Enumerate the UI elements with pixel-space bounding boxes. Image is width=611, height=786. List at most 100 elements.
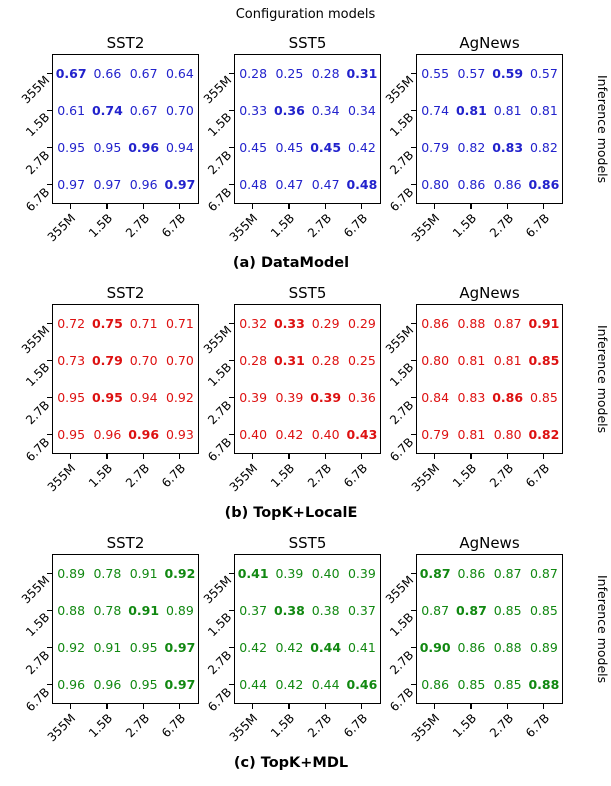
col-tick-label: 1.5B	[85, 711, 116, 741]
tick-mark	[411, 72, 416, 74]
matrix-cell: 0.92	[165, 390, 194, 405]
matrix-cell: 0.86	[528, 177, 560, 192]
panel: SST5 355M 1.5B 2.7B 6.7B 0.32 0.33 0.29 0.29 0.28…	[200, 282, 382, 502]
panel-body: 355M 1.5B 2.7B 6.7B 0.32 0.33 0.29 0.29 0.28 0.31…	[200, 304, 382, 465]
row-tick-labels: 355M 1.5B 2.7B 6.7B	[200, 304, 234, 465]
col-tick-labels: 355M 1.5B 2.7B 6.7B	[409, 454, 563, 502]
col-tick-slot: 2.7B	[487, 204, 527, 252]
matrix-cell: 0.44	[239, 677, 268, 692]
matrix-cell: 0.36	[347, 390, 376, 405]
tick-mark	[70, 454, 72, 459]
matrix-cell: 0.97	[164, 677, 196, 692]
matrix-cell: 0.28	[311, 66, 340, 81]
row-tick-labels: 355M 1.5B 2.7B 6.7B	[382, 304, 416, 465]
tick-mark	[252, 704, 254, 709]
tick-mark	[70, 204, 72, 209]
tick-mark	[411, 322, 416, 324]
col-tick-label: 1.5B	[85, 461, 116, 491]
right-axis-label: Inference models	[595, 324, 610, 434]
col-tick-slot: 6.7B	[341, 454, 381, 502]
matrix-cell: 0.85	[529, 603, 558, 618]
row-tick-labels: 355M 1.5B 2.7B 6.7B	[18, 54, 52, 215]
tick-mark	[229, 572, 234, 574]
tick-mark	[288, 204, 290, 209]
matrix-cell: 0.86	[421, 677, 450, 692]
panel-title: SST5	[288, 284, 327, 302]
col-tick-slot: 1.5B	[86, 204, 126, 252]
tick-mark	[47, 183, 52, 185]
col-tick-slot: 1.5B	[267, 204, 308, 252]
matrix-cell: 0.96	[93, 427, 122, 442]
matrix-cell: 0.42	[239, 640, 268, 655]
matrix-cell: 0.37	[347, 603, 376, 618]
matrix-cell: 0.29	[347, 316, 376, 331]
matrix-cell: 0.44	[311, 677, 340, 692]
matrix: 0.89 0.78 0.91 0.92 0.88 0.78 0.91 0.89 0.92 0.91…	[47, 554, 199, 709]
col-tick-label: 2.7B	[486, 461, 516, 491]
matrix-cell: 0.89	[57, 566, 86, 581]
matrix-cell: 0.32	[239, 316, 268, 331]
col-tick-label: 1.5B	[267, 711, 298, 741]
right-axis-label: Inference models	[595, 74, 610, 184]
col-tick-slot: 355M	[45, 454, 89, 502]
col-tick-labels: 355M 1.5B 2.7B 6.7B	[45, 704, 199, 752]
col-tick-label: 1.5B	[267, 211, 298, 241]
tick-mark	[506, 454, 508, 459]
matrix-cell: 0.84	[421, 390, 450, 405]
panel-body: 355M 1.5B 2.7B 6.7B 0.67 0.66 0.67 0.64 0.61 0.74…	[18, 54, 200, 215]
panel: SST5 355M 1.5B 2.7B 6.7B 0.28 0.25 0.28 0.31 0.33…	[200, 32, 382, 252]
col-tick-label: 6.7B	[341, 211, 371, 241]
matrix: 0.28 0.25 0.28 0.31 0.33 0.36 0.34 0.34 0.45 0.45…	[229, 54, 381, 209]
tick-mark	[411, 359, 416, 361]
tick-mark	[506, 704, 508, 709]
matrix-cell: 0.29	[311, 316, 340, 331]
col-tick-slot: 355M	[45, 204, 89, 252]
panel-body: 355M 1.5B 2.7B 6.7B 0.72 0.75 0.71 0.71 0.73 0.79…	[18, 304, 200, 464]
col-tick-label: 355M	[227, 211, 261, 245]
matrix-cell: 0.37	[239, 603, 268, 618]
method-group: SST2 355M 1.5B 2.7B 6.7B 0.67 0.66 0.67 0.64 0.61…	[0, 32, 611, 276]
matrix-cell: 0.82	[457, 140, 486, 155]
tick-mark	[360, 454, 363, 459]
col-tick-label: 6.7B	[159, 461, 189, 491]
matrix: 0.67 0.66 0.67 0.64 0.61 0.74 0.67 0.70 0.95 0.95…	[47, 54, 199, 209]
matrix-cell: 0.86	[493, 177, 522, 192]
tick-mark	[360, 204, 363, 209]
col-tick-slot: 355M	[45, 704, 89, 752]
matrix-cell: 0.88	[457, 316, 486, 331]
matrix-cell: 0.93	[165, 427, 194, 442]
col-tick-slot: 6.7B	[159, 204, 199, 252]
matrix-cell: 0.48	[346, 177, 378, 192]
col-tick-slot: 1.5B	[450, 704, 490, 752]
matrix-cell: 0.85	[457, 677, 486, 692]
matrix-cell: 0.78	[93, 566, 122, 581]
matrix-cell: 0.95	[129, 677, 158, 692]
matrix-cell: 0.97	[93, 177, 122, 192]
tick-mark	[434, 704, 436, 709]
matrix-cell: 0.47	[311, 177, 340, 192]
tick-mark	[229, 609, 234, 611]
matrix-cell: 0.59	[492, 66, 524, 81]
matrix-cell: 0.42	[275, 427, 304, 442]
matrix-cell: 0.94	[165, 140, 194, 155]
matrix-cell: 0.78	[93, 603, 122, 618]
matrix-cell: 0.86	[421, 316, 450, 331]
matrix-cell: 0.39	[275, 390, 304, 405]
matrix-cell: 0.87	[421, 603, 450, 618]
panel-title: SST2	[106, 284, 145, 302]
col-tick-slot: 355M	[409, 204, 453, 252]
col-tick-labels: 355M 1.5B 2.7B 6.7B	[45, 454, 199, 502]
matrix-cell: 0.97	[164, 640, 196, 655]
tick-mark	[252, 454, 254, 459]
matrix-cell: 0.97	[164, 177, 196, 192]
panel: AgNews 355M 1.5B 2.7B 6.7B 0.87 0.86 0.87 0.87 0.…	[382, 532, 564, 752]
matrix-cell: 0.86	[457, 566, 486, 581]
col-tick-slot: 1.5B	[267, 704, 308, 752]
matrix-cell: 0.67	[55, 66, 87, 81]
matrix-cell: 0.81	[529, 103, 558, 118]
col-tick-slot: 6.7B	[341, 704, 381, 752]
col-tick-slot: 355M	[227, 454, 271, 502]
matrix-cell: 0.81	[457, 427, 486, 442]
col-tick-label: 355M	[45, 211, 79, 245]
matrix-cell: 0.92	[164, 566, 196, 581]
